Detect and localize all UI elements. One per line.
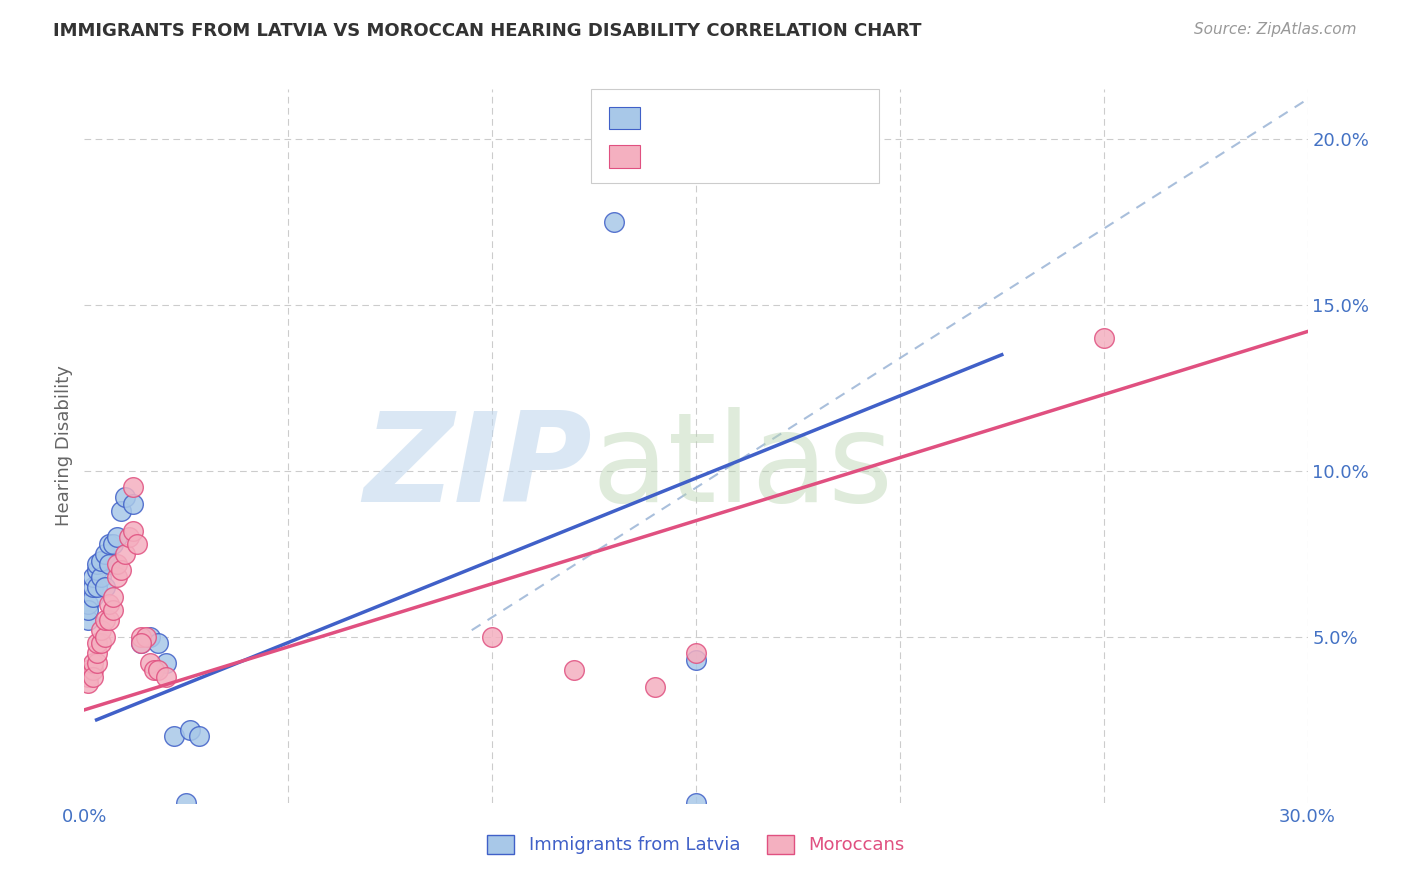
Point (110, 564, 132, 578)
Point (82, 580, 104, 594)
Point (97, 537, 120, 551)
Point (90, 624, 112, 638)
Point (86, 564, 108, 578)
Point (131, 636, 153, 650)
Point (77, 663, 100, 677)
Point (82, 657, 104, 671)
Point (86, 557, 108, 571)
Text: Source: ZipAtlas.com: Source: ZipAtlas.com (1194, 22, 1357, 37)
Point (77, 603, 100, 617)
Point (114, 547, 136, 561)
Point (97, 597, 120, 611)
Point (562, 663, 585, 677)
Point (122, 481, 145, 495)
Point (93, 580, 115, 594)
Point (131, 630, 153, 644)
Point (110, 504, 132, 518)
Point (105, 530, 128, 544)
Point (163, 730, 186, 744)
Point (146, 663, 169, 677)
Point (138, 657, 160, 671)
Point (138, 630, 160, 644)
Point (174, 796, 197, 810)
Point (101, 590, 124, 604)
Point (90, 636, 112, 650)
Point (118, 530, 141, 544)
Point (82, 590, 104, 604)
Text: atlas: atlas (592, 407, 894, 528)
Text: R = 0.673   N = 31: R = 0.673 N = 31 (648, 104, 818, 122)
Point (146, 636, 169, 650)
Point (105, 557, 128, 571)
Point (97, 557, 120, 571)
Point (101, 603, 124, 617)
Point (101, 537, 124, 551)
Point (93, 630, 115, 644)
Point (93, 613, 115, 627)
Point (90, 553, 112, 567)
Point (105, 570, 128, 584)
Point (685, 647, 707, 661)
Point (127, 537, 149, 551)
Point (90, 570, 112, 584)
Point (82, 570, 104, 584)
Point (122, 524, 145, 538)
Point (481, 630, 503, 644)
Point (114, 491, 136, 505)
Point (685, 796, 707, 810)
Point (179, 723, 201, 737)
Point (77, 597, 100, 611)
Point (122, 497, 145, 511)
Point (77, 676, 100, 690)
Point (187, 730, 209, 744)
Legend: Immigrants from Latvia, Moroccans: Immigrants from Latvia, Moroccans (479, 828, 912, 862)
Point (93, 547, 115, 561)
Point (86, 636, 108, 650)
Point (77, 613, 100, 627)
Point (135, 630, 157, 644)
Point (82, 663, 104, 677)
Point (644, 680, 666, 694)
Point (155, 670, 177, 684)
Text: ZIP: ZIP (363, 407, 592, 528)
Point (1092, 331, 1115, 345)
Point (77, 670, 100, 684)
Point (97, 613, 120, 627)
Point (142, 663, 165, 677)
Point (82, 670, 104, 684)
Text: IMMIGRANTS FROM LATVIA VS MOROCCAN HEARING DISABILITY CORRELATION CHART: IMMIGRANTS FROM LATVIA VS MOROCCAN HEARI… (53, 22, 922, 40)
Point (86, 657, 108, 671)
Point (131, 636, 153, 650)
Point (685, 653, 707, 667)
Text: R = 0.727   N = 37: R = 0.727 N = 37 (648, 143, 818, 161)
Point (86, 647, 108, 661)
Point (155, 657, 177, 671)
Y-axis label: Hearing Disability: Hearing Disability (55, 366, 73, 526)
Point (86, 580, 108, 594)
Point (603, 215, 626, 229)
